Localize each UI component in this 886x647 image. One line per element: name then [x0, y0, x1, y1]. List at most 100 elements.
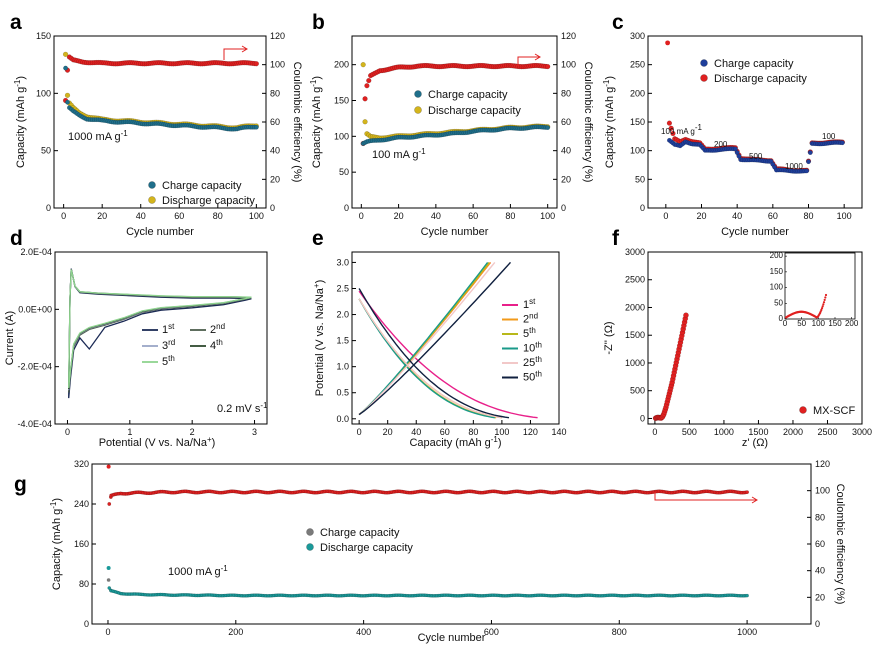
panel-f-inset-ytick-label: 200: [770, 251, 784, 260]
panel-a-y2tick-label: 100: [270, 60, 285, 70]
panel-f-ylabel: -Z'' (Ω): [603, 321, 615, 354]
panel-e-legend-label-10th: 10th: [523, 341, 542, 355]
panel-f-series: [652, 312, 689, 421]
panel-f-legend-marker: [799, 406, 807, 414]
panel-b-annotation: 100 mA g-1: [372, 147, 426, 161]
panel-d-ylabel: Current (A): [4, 311, 16, 365]
panel-e-discharge-curve-2nd: [358, 298, 502, 419]
panel-c-legend-charge-marker: [700, 59, 708, 67]
panel-b-ce-series-point: [366, 78, 372, 84]
panel-g-ce-series-point: [745, 490, 749, 495]
panel-a-ce-series-point: [253, 61, 259, 67]
panel-label-g: g: [14, 473, 27, 496]
panel-g-ytick-label: 160: [74, 539, 89, 549]
panel-a-discharge-series-point: [64, 92, 71, 98]
panel-e-ytick-label: 0.0: [336, 414, 349, 424]
panel-a-annotation: 1000 mA g-1: [68, 129, 128, 143]
panel-e-charge-curve-25th: [358, 261, 496, 416]
panel-e-xtick-label: 60: [440, 427, 450, 437]
panel-g-ce-first-point: [106, 464, 111, 469]
panel-a-discharge-series-point: [62, 51, 69, 57]
panel-g-xtick-label: 200: [228, 627, 243, 637]
panel-a-legend-charge-marker: [148, 181, 156, 189]
panel-g-discharge-first-point: [106, 566, 111, 570]
panel-b-ytick-label: 150: [334, 96, 349, 106]
panel-c-annotation-3: 500: [749, 152, 763, 161]
panel-g-ytick-label: 80: [79, 579, 89, 589]
panel-a-y2tick-label: 60: [270, 117, 280, 127]
panel-d-xtick-label: 1: [127, 427, 132, 437]
panel-f-ytick-label: 0: [640, 413, 645, 423]
panel-b-ce-series: [360, 62, 551, 147]
panel-c-xtick-label: 80: [803, 211, 813, 221]
panel-e-legend-label-5th: 5th: [523, 326, 536, 340]
panel-b-ytick-label: 200: [334, 60, 349, 70]
panel-e-xtick-label: 100: [494, 427, 509, 437]
panel-a-legend-discharge-label: Discharge capacity: [162, 195, 255, 207]
panel-f-ytick-label: 2000: [625, 302, 645, 312]
panel-a-charge-series-point: [253, 124, 259, 130]
panel-d-legend-label-5th: 5th: [162, 354, 175, 368]
panel-a-legend-discharge-marker: [148, 196, 156, 204]
panel-b-y2tick-label: 60: [561, 117, 571, 127]
panel-d-ytick-label: -4.0E-04: [17, 419, 52, 429]
panel-c-xtick-label: 40: [732, 211, 742, 221]
panel-g-ytick-label: 240: [74, 499, 89, 509]
panel-g-xlabel: Cycle number: [418, 632, 486, 644]
panel-f-ytick-label: 1500: [625, 330, 645, 340]
panel-f-inset-point: [822, 303, 825, 306]
panel-c-ytick-label: 250: [630, 60, 645, 70]
panel-b-xtick-label: 0: [359, 211, 364, 221]
panel-e-legend-label-1st: 1st: [523, 297, 536, 311]
panel-b-y2tick-label: 40: [561, 146, 571, 156]
panel-c-ytick-label: 150: [630, 117, 645, 127]
panel-d-curve-1st: [68, 268, 252, 399]
panel-d-legend-label-4th: 4th: [210, 338, 223, 352]
panel-a-y2tick-label: 80: [270, 88, 280, 98]
panel-d-xtick-label: 0: [65, 427, 70, 437]
panel-b-xtick-label: 40: [431, 211, 441, 221]
panel-f-inset-xtick-label: 150: [828, 319, 842, 328]
panel-b-ce-arrow-head: [534, 53, 541, 61]
panel-c-annotation-1: 100 mA g-1: [661, 123, 702, 136]
panel-e-xtick-label: 120: [523, 427, 538, 437]
panel-label-a: a: [10, 11, 22, 34]
panel-c-xlabel: Cycle number: [721, 226, 789, 238]
panel-f-ytick-label: 2500: [625, 275, 645, 285]
panel-e-ytick-label: 3.0: [336, 257, 349, 267]
panel-f-inset-point: [824, 296, 827, 299]
panel-c-ytick-label: 200: [630, 88, 645, 98]
panel-b-discharge-series-point: [360, 62, 366, 68]
panel-e-legend-label-50th: 50th: [523, 370, 542, 384]
panel-f-inset-xtick-label: 200: [845, 319, 859, 328]
panel-d-annotation: 0.2 mV s-1: [217, 401, 268, 415]
panel-d-legend-label-1st: 1st: [162, 322, 175, 336]
panel-b-ylabel: Capacity (mAh g-1): [309, 76, 323, 168]
panel-a-y2tick-label: 120: [270, 31, 285, 41]
panel-f-inset-point: [823, 298, 826, 302]
panel-f-xtick-label: 0: [652, 427, 657, 437]
panel-a-charge-series-point: [63, 65, 68, 71]
panel-b-ytick-label: 0: [344, 203, 349, 213]
panel-e-xtick-label: 0: [357, 427, 362, 437]
panel-e-legend-label-25th: 25th: [523, 355, 542, 369]
panel-e-ytick-label: 2.0: [336, 310, 349, 320]
panel-g-y2tick-label: 40: [815, 566, 825, 576]
panel-b-legend-discharge-label: Discharge capacity: [428, 105, 521, 117]
panel-g-ylabel: Capacity (mAh g-1): [49, 498, 63, 590]
panel-c-annotation-4: 1000: [785, 162, 803, 171]
panel-e-discharge-curve-25th: [358, 298, 502, 419]
panel-c-legend-charge-label: Charge capacity: [714, 58, 794, 70]
panel-e-ytick-label: 1.5: [336, 336, 349, 346]
panel-e-charge-curve-10th: [358, 261, 489, 416]
panel-c-ytick-label: 50: [635, 174, 645, 184]
panel-g-y2tick-label: 60: [815, 539, 825, 549]
panel-f-point: [683, 312, 689, 319]
panel-g-ytick-label: 320: [74, 459, 89, 469]
panel-f-inset-point: [820, 307, 824, 310]
panel-e-ytick-label: 0.5: [336, 388, 349, 398]
panel-f-inset-ytick-label: 50: [774, 298, 783, 307]
panel-f-xtick-label: 500: [682, 427, 697, 437]
panel-a-ce-series: [62, 54, 259, 104]
panel-d-xlabel: Potential (V vs. Na/Na+): [99, 435, 216, 449]
